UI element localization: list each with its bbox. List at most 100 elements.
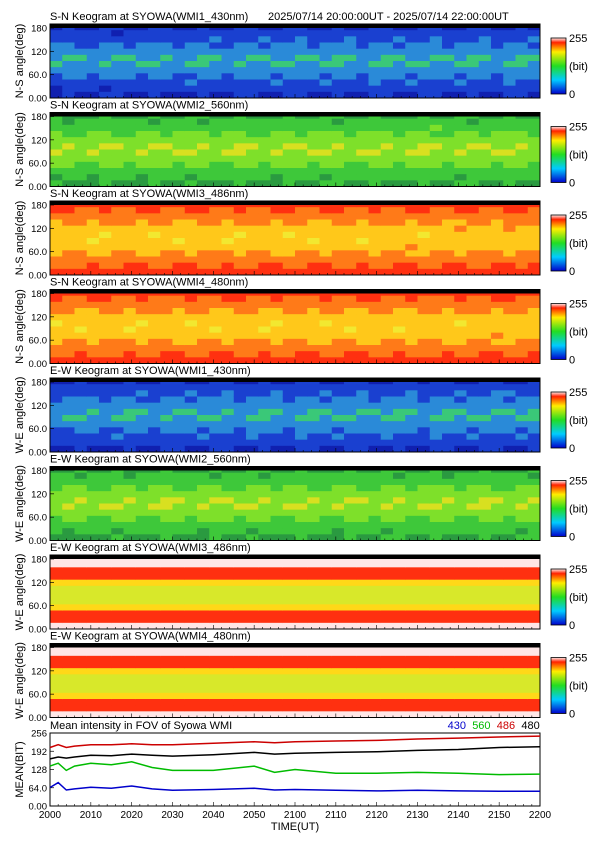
heatmap-cell <box>135 338 149 346</box>
heatmap-cell <box>221 503 235 511</box>
heatmap-cell <box>429 332 443 340</box>
heatmap-cell <box>295 73 308 80</box>
heatmap-cell <box>148 320 161 327</box>
heatmap-cell <box>135 573 149 581</box>
heatmap-cell <box>307 174 320 181</box>
heatmap-cell <box>331 579 345 587</box>
heatmap-cell <box>233 592 247 599</box>
heatmap-cell <box>270 250 284 257</box>
heatmap-cell <box>515 649 529 657</box>
heatmap-cell <box>184 48 198 56</box>
heatmap-cell <box>393 131 406 138</box>
heatmap-cell <box>197 118 210 126</box>
heatmap-cell <box>74 67 88 74</box>
heatmap-cell <box>466 213 480 220</box>
heatmap-cell <box>503 308 516 315</box>
heatmap-cell <box>393 174 406 181</box>
heatmap-cell <box>233 408 247 416</box>
heatmap-cell <box>344 180 357 187</box>
heatmap-cell <box>258 85 271 93</box>
heatmap-cell <box>380 91 394 99</box>
heatmap-cell <box>111 137 124 144</box>
heatmap-cell <box>221 308 235 315</box>
heatmap-cell <box>99 604 112 611</box>
heatmap-cell <box>466 168 480 175</box>
heatmap-cell <box>86 573 100 581</box>
heatmap-cell <box>135 478 149 486</box>
heatmap-cell <box>270 256 284 264</box>
heatmap-cell <box>429 503 443 511</box>
heatmap-cell <box>86 509 100 517</box>
heatmap-cell <box>454 522 467 529</box>
heatmap-cell <box>356 314 369 321</box>
heatmap-cell <box>135 655 149 663</box>
heatmap-cell <box>258 351 271 358</box>
heatmap-cell <box>74 528 88 535</box>
heatmap-cell <box>233 67 247 74</box>
heatmap-cell <box>148 427 161 434</box>
heatmap-cell <box>466 54 480 62</box>
heatmap-cell <box>319 674 333 681</box>
heatmap-cell <box>466 73 480 80</box>
heatmap-cell <box>62 225 75 233</box>
heatmap-cell <box>478 384 492 391</box>
heatmap-cell <box>503 674 516 681</box>
heatmap-cell <box>197 497 210 504</box>
heatmap-cell <box>503 256 516 264</box>
heatmap-cell <box>307 402 320 410</box>
heatmap-cell <box>62 598 75 605</box>
heatmap-cell <box>356 705 369 712</box>
heatmap-cell <box>258 680 271 688</box>
heatmap-cell <box>50 567 63 574</box>
heatmap-cell <box>62 314 75 321</box>
heatmap-cell <box>123 680 137 688</box>
heatmap-cell <box>368 213 382 220</box>
heatmap-cell <box>160 332 173 340</box>
heatmap-cell <box>380 567 394 574</box>
heatmap-cell <box>172 268 186 276</box>
heatmap-cell <box>160 662 173 669</box>
heatmap-cell <box>454 674 467 681</box>
heatmap-cell <box>172 699 186 706</box>
heatmap-cell <box>148 268 161 276</box>
heatmap-cell <box>331 567 345 574</box>
heatmap-cell <box>307 692 320 700</box>
heatmap-cell <box>454 485 467 492</box>
heatmap-cell <box>319 585 333 593</box>
heatmap-cell <box>282 491 296 498</box>
heatmap-cell <box>197 180 210 187</box>
heatmap-cell <box>99 674 112 681</box>
heatmap-cell <box>527 433 541 441</box>
heatmap-cell <box>160 439 173 447</box>
heatmap-cell <box>307 73 320 80</box>
heatmap-cell <box>344 213 357 220</box>
heatmap-cell <box>319 711 333 718</box>
heatmap-cell <box>478 415 492 422</box>
heatmap-cell <box>172 515 186 523</box>
heatmap-cell <box>307 295 320 303</box>
heatmap-cell <box>319 472 333 480</box>
heatmap-cell <box>160 699 173 706</box>
heatmap-cell <box>197 610 210 618</box>
heatmap-cell <box>270 131 284 138</box>
heatmap-cell <box>307 567 320 574</box>
heatmap-cell <box>527 54 541 62</box>
heatmap-cell <box>454 655 467 663</box>
heatmap-cell <box>527 528 541 535</box>
heatmap-cell <box>344 91 357 99</box>
heatmap-cell <box>368 655 382 663</box>
heatmap-cell <box>172 207 186 214</box>
heatmap-cell <box>197 326 210 334</box>
heatmap-cell <box>331 604 345 611</box>
heatmap-cell <box>478 231 492 239</box>
heatmap-cell <box>197 408 210 416</box>
heatmap-cell <box>429 616 443 624</box>
heatmap-cell <box>233 402 247 410</box>
heatmap-cell <box>429 402 443 410</box>
heatmap-cell <box>344 649 357 657</box>
heatmap-cell <box>356 655 369 663</box>
heatmap-cell <box>344 42 357 50</box>
heatmap-cell <box>135 91 149 99</box>
heatmap-cell <box>258 308 271 315</box>
heatmap-cell <box>62 528 75 535</box>
